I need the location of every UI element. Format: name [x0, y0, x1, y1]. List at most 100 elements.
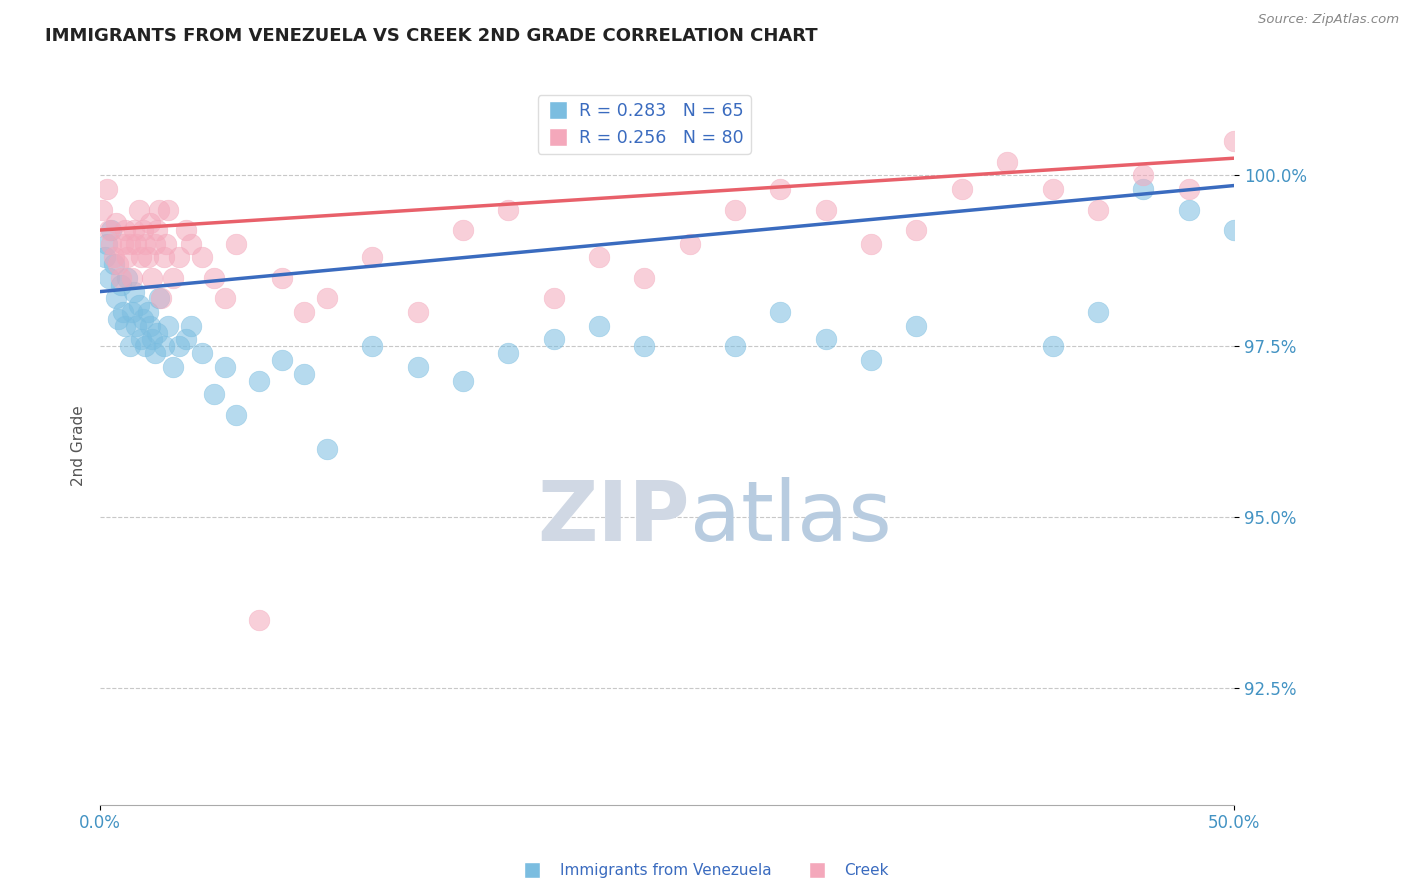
Point: [169, 251, 191, 265]
Point: [361, 339, 384, 353]
Point: [202, 271, 225, 285]
Point: [139, 216, 162, 230]
Point: [121, 271, 143, 285]
Point: [162, 271, 184, 285]
Point: [905, 318, 928, 333]
Point: [633, 271, 655, 285]
Point: [96, 236, 118, 251]
Point: [129, 251, 152, 265]
Point: [110, 277, 132, 292]
Point: [157, 202, 180, 217]
Point: [270, 353, 292, 368]
Point: [117, 251, 139, 265]
Point: [679, 236, 702, 251]
Point: [950, 182, 973, 196]
Point: [1223, 223, 1246, 237]
Point: [1087, 202, 1109, 217]
Point: [191, 251, 214, 265]
Point: [122, 285, 145, 299]
Point: [103, 251, 125, 265]
Point: [292, 305, 315, 319]
Point: [117, 271, 139, 285]
Point: [315, 292, 337, 306]
Point: [247, 613, 270, 627]
Point: [225, 408, 247, 422]
Point: [1177, 182, 1199, 196]
Point: [125, 318, 148, 333]
Point: [111, 305, 134, 319]
Point: [132, 223, 155, 237]
Point: [105, 216, 128, 230]
Point: [169, 339, 191, 353]
Point: [141, 333, 163, 347]
Point: [451, 374, 474, 388]
Point: [128, 298, 150, 312]
Point: [121, 305, 143, 319]
Point: [105, 292, 128, 306]
Point: [157, 318, 180, 333]
Point: [451, 223, 474, 237]
Point: [96, 182, 118, 196]
Point: [155, 236, 177, 251]
Text: Source: ZipAtlas.com: Source: ZipAtlas.com: [1258, 13, 1399, 27]
Point: [143, 236, 166, 251]
Point: [633, 339, 655, 353]
Point: [1132, 169, 1154, 183]
Point: [122, 223, 145, 237]
Point: [1223, 134, 1246, 148]
Point: [247, 374, 270, 388]
Point: [176, 333, 198, 347]
Point: [588, 251, 610, 265]
Point: [136, 251, 159, 265]
Point: [141, 271, 163, 285]
Point: [152, 251, 174, 265]
Point: [150, 292, 173, 306]
Point: [814, 202, 837, 217]
Point: [98, 223, 121, 237]
Point: [91, 202, 114, 217]
Point: [118, 236, 141, 251]
Point: [111, 236, 134, 251]
Point: [191, 346, 214, 360]
Point: [814, 333, 837, 347]
Point: [125, 236, 148, 251]
Point: [98, 271, 121, 285]
Point: [498, 346, 520, 360]
Point: [139, 318, 162, 333]
Point: [315, 442, 337, 456]
Point: [148, 202, 170, 217]
Text: atlas: atlas: [690, 477, 891, 558]
Point: [588, 318, 610, 333]
Point: [1087, 305, 1109, 319]
Text: IMMIGRANTS FROM VENEZUELA VS CREEK 2ND GRADE CORRELATION CHART: IMMIGRANTS FROM VENEZUELA VS CREEK 2ND G…: [45, 27, 818, 45]
Point: [860, 353, 883, 368]
Point: [143, 346, 166, 360]
Point: [180, 318, 202, 333]
Point: [134, 236, 156, 251]
Point: [132, 312, 155, 326]
Point: [180, 236, 202, 251]
Point: [214, 292, 236, 306]
Point: [270, 271, 292, 285]
Point: [114, 318, 136, 333]
Point: [406, 359, 429, 374]
Point: [214, 359, 236, 374]
Point: [100, 223, 122, 237]
Point: [225, 236, 247, 251]
Point: [498, 202, 520, 217]
Point: [1042, 339, 1064, 353]
Point: [406, 305, 429, 319]
Point: [134, 339, 156, 353]
Point: [128, 202, 150, 217]
Point: [107, 257, 129, 271]
Point: [1177, 202, 1199, 217]
Legend: Immigrants from Venezuela, Creek: Immigrants from Venezuela, Creek: [510, 857, 896, 884]
Y-axis label: 2nd Grade: 2nd Grade: [72, 405, 86, 486]
Point: [129, 333, 152, 347]
Point: [769, 182, 792, 196]
Point: [1132, 182, 1154, 196]
Point: [292, 367, 315, 381]
Point: [543, 292, 565, 306]
Legend: R = 0.283   N = 65, R = 0.256   N = 80: R = 0.283 N = 65, R = 0.256 N = 80: [537, 95, 751, 153]
Point: [93, 251, 115, 265]
